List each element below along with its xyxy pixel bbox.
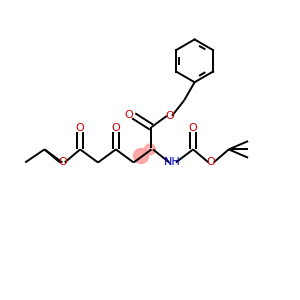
Text: O: O [76, 123, 85, 133]
Text: O: O [189, 123, 197, 133]
Text: O: O [124, 110, 133, 120]
Text: O: O [111, 123, 120, 133]
Text: O: O [165, 111, 174, 121]
Text: NH: NH [164, 158, 181, 167]
Circle shape [134, 148, 148, 164]
Circle shape [145, 144, 155, 155]
Text: O: O [207, 158, 215, 167]
Text: O: O [58, 158, 67, 167]
